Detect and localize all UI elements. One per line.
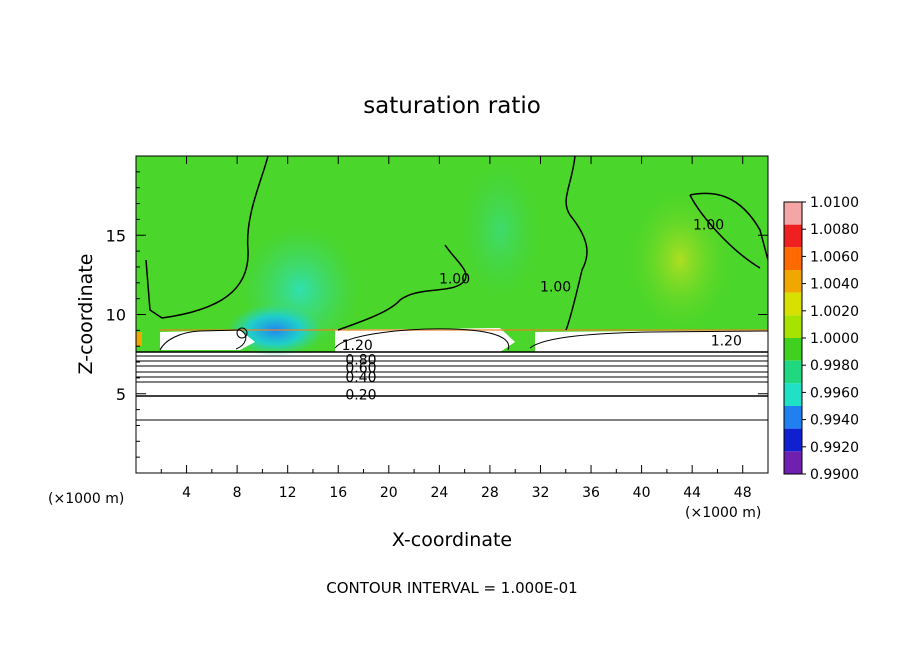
y-axis-label: Z-coordinate: [75, 254, 97, 375]
colorbar: 1.0100 1.0080 1.0060 1.0040 1.0020 1.0000 0.99…: [783, 195, 859, 483]
x-tick-label: 4: [182, 485, 191, 501]
x-tick-label: 28: [481, 485, 499, 501]
contour-1.00-right: [689, 192, 768, 269]
x-axis-label: X-coordinate: [392, 529, 512, 551]
contour-interval-note: CONTOUR INTERVAL = 1.000E-01: [326, 579, 577, 597]
yellow-anomaly: [625, 185, 735, 335]
x-tick-label: 20: [380, 485, 398, 501]
x-unit-left: (×1000 m): [48, 491, 124, 507]
contour-1.00-mid: [337, 244, 467, 331]
contour-label: 1.00: [540, 280, 571, 296]
colorbar-swatch: [784, 338, 802, 361]
contour-label: 1.20: [711, 333, 742, 349]
cloud-region-left: [160, 330, 255, 350]
x-tick-label: 24: [430, 485, 448, 501]
y-tick-label: 5: [116, 385, 126, 404]
y-tick-label: 10: [106, 306, 126, 325]
colorbar-swatch: [784, 315, 802, 338]
colorbar-label: 0.9980: [810, 358, 859, 374]
contour-cloud-left: [159, 329, 247, 351]
colorbar-swatch: [784, 451, 802, 474]
plot-area: [136, 156, 768, 473]
contour-label: 0.60: [345, 360, 376, 376]
colorbar-swatch: [784, 224, 802, 248]
contour-label: 0.20: [345, 387, 376, 403]
colorbar-swatch: [784, 270, 802, 293]
colorbar-label: 0.9960: [810, 385, 859, 401]
colorbar-label: 1.0080: [810, 222, 859, 238]
cloud-region-mid: [335, 328, 515, 352]
x-axis: 4 8 12 16 20 24 28 32 36 40 44 48: [160, 156, 752, 501]
colorbar-label: 0.9940: [810, 413, 859, 429]
x-tick-label: 40: [633, 485, 651, 501]
colorbar-swatch: [784, 406, 802, 429]
teal-anomaly-mid: [460, 160, 540, 300]
contour-cloud-mid: [334, 328, 510, 351]
colorbar-label: 1.0040: [810, 277, 859, 293]
colorbar-label: 1.0020: [810, 304, 859, 320]
colorbar-label: 1.0060: [810, 249, 859, 265]
flat-contours: [136, 351, 768, 421]
x-tick-label: 36: [582, 485, 600, 501]
contour-label: 1.00: [693, 218, 724, 234]
contour-1.00-left: [145, 156, 269, 319]
colorbar-swatch: [784, 383, 802, 406]
contour-label: 0.40: [345, 370, 376, 386]
colorbar-swatch: [784, 292, 802, 316]
cloud-left-edge: [136, 332, 142, 346]
colorbar-label: 0.9920: [810, 440, 859, 456]
colorbar-label: 0.9900: [810, 467, 859, 483]
x-unit-right: (×1000 m): [685, 505, 761, 521]
x-tick-label: 12: [279, 485, 297, 501]
colorbar-label: 1.0100: [810, 195, 859, 211]
x-tick-label: 16: [329, 485, 347, 501]
colorbar-swatch: [784, 428, 802, 452]
contour-cloud-right: [529, 330, 768, 349]
contour-label: 1.00: [439, 272, 470, 288]
contour-labels: 1.200.800.600.400.201.201.00 1.001.00: [342, 218, 742, 404]
x-tick-label: 32: [532, 485, 550, 501]
x-tick-label: 44: [683, 485, 701, 501]
x-tick-label: 8: [233, 485, 242, 501]
contour-label: 0.80: [345, 352, 376, 368]
contour-label: 1.20: [342, 338, 373, 354]
contour-1.00-center: [565, 156, 588, 331]
colorbar-swatch: [784, 202, 802, 225]
x-tick-label: 48: [734, 485, 752, 501]
y-tick-label: 15: [106, 226, 126, 245]
chart-title: saturation ratio: [363, 93, 541, 119]
y-axis: 5 10 15: [106, 171, 768, 458]
cloud-region-right: [535, 330, 768, 352]
contour-cloud-small: [236, 327, 248, 339]
colorbar-label: 1.0000: [810, 331, 859, 347]
contour-lines: [136, 156, 768, 421]
colorbar-swatch: [784, 247, 802, 270]
colorbar-swatch: [784, 360, 802, 384]
